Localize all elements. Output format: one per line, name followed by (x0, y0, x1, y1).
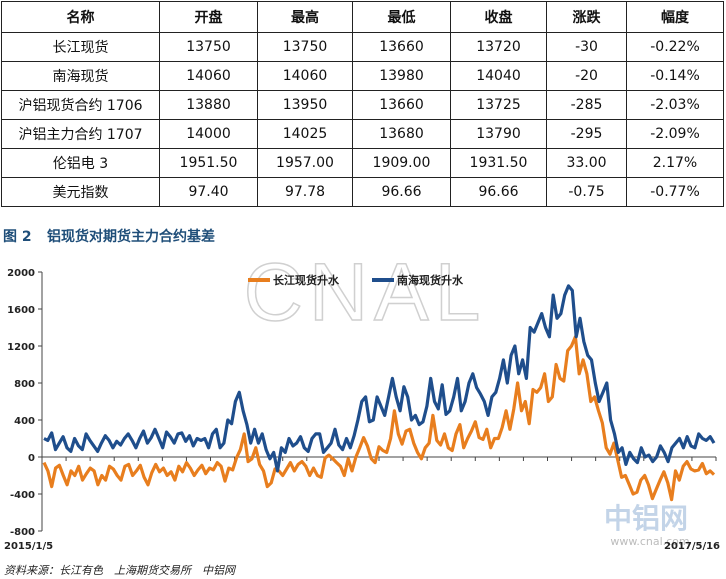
header-cell: 幅度 (626, 1, 724, 33)
series-line-nanhai (43, 284, 716, 473)
watermark-logo: 中铝网 (604, 502, 688, 535)
table-cell: 13950 (257, 90, 353, 120)
table-header-row: 名称 开盘 最高 最低 收盘 涨跌 幅度 (1, 1, 724, 33)
table-cell: 97.40 (159, 177, 258, 207)
table-cell: -295 (546, 119, 627, 149)
header-cell: 最高 (257, 1, 353, 33)
table-row: 伦铝电 3 1951.50 1957.00 1909.00 1931.50 33… (1, 148, 724, 178)
table-cell: -0.77% (626, 177, 724, 207)
chart-legend: 长江现货升水 南海现货升水 (248, 273, 464, 287)
table-cell: 2.17% (626, 148, 724, 178)
table-cell: 97.78 (257, 177, 353, 207)
y-tick-label: 2000 (7, 268, 35, 279)
table-cell: 长江现货 (1, 32, 160, 62)
basis-line-chart: CNAL 2000 1600 1200 800 400 0 -400 -800 长江现货升水 … (4, 256, 720, 552)
table-cell: 1951.50 (159, 148, 258, 178)
watermark-text: CNAL (244, 256, 487, 338)
table-cell: 1909.00 (352, 148, 451, 178)
table-cell: -285 (546, 90, 627, 120)
header-cell: 开盘 (159, 1, 258, 33)
table-cell: 14000 (159, 119, 258, 149)
figure-number: 图 2 (3, 229, 32, 245)
source-note: 资料来源：长江有色 上海期货交易所 中铝网 (4, 562, 247, 578)
table-row: 南海现货 14060 14060 13980 14040 -20 -0.14% (1, 61, 724, 91)
y-tick-label: 1600 (7, 305, 35, 316)
table-cell: 南海现货 (1, 61, 160, 91)
y-tick-label: -400 (10, 490, 35, 501)
table-cell: 沪铝现货合约 1706 (1, 90, 160, 120)
chart-series (42, 284, 716, 502)
y-tick-label: 0 (28, 453, 35, 464)
table-cell: 1931.50 (450, 148, 547, 178)
table-cell: 13660 (352, 32, 451, 62)
table-row: 沪铝现货合约 1706 13880 13950 13660 13725 -285… (1, 90, 724, 120)
table-cell: 13750 (257, 32, 353, 62)
table-cell: 13980 (352, 61, 451, 91)
table-cell: 13790 (450, 119, 547, 149)
legend-label-nanhai: 南海现货升水 (397, 273, 464, 287)
table-cell: 14025 (257, 119, 353, 149)
source-text: 资料来源：长江有色 上海期货交易所 中铝网 (4, 564, 235, 577)
table-cell: 33.00 (546, 148, 627, 178)
legend-label-changjiang: 长江现货升水 (273, 273, 340, 287)
header-cell: 名称 (1, 1, 160, 33)
figure-title: 铝现货对期货主力合约基差 (47, 229, 215, 245)
table-cell: 14060 (257, 61, 353, 91)
y-tick-label: 1200 (7, 342, 35, 353)
table-cell: 美元指数 (1, 177, 160, 207)
table-cell: -30 (546, 32, 627, 62)
header-cell: 涨跌 (546, 1, 627, 33)
table-cell: 13680 (352, 119, 451, 149)
chart-axes: 2000 1600 1200 800 400 0 -400 -800 (7, 268, 717, 538)
table-cell: 13725 (450, 90, 547, 120)
quotes-table: 名称 开盘 最高 最低 收盘 涨跌 幅度 长江现货 13750 13750 13… (1, 1, 724, 207)
table-cell: 13660 (352, 90, 451, 120)
table-cell: 14060 (159, 61, 258, 91)
figure-caption: 图 2 铝现货对期货主力合约基差 (3, 226, 215, 246)
table-cell: 13750 (159, 32, 258, 62)
table-row: 沪铝主力合约 1707 14000 14025 13680 13790 -295… (1, 119, 724, 149)
header-cell: 最低 (352, 1, 451, 33)
table-cell: -20 (546, 61, 627, 91)
table-cell: 96.66 (450, 177, 547, 207)
x-start-label: 2015/1/5 (4, 541, 53, 552)
x-end-label: 2017/5/16 (664, 541, 720, 552)
table-cell: -0.14% (626, 61, 724, 91)
table-cell: -0.22% (626, 32, 724, 62)
table-row: 美元指数 97.40 97.78 96.66 96.66 -0.75 -0.77… (1, 177, 724, 207)
y-tick-label: 400 (14, 416, 35, 427)
table-cell: -2.03% (626, 90, 724, 120)
header-cell: 收盘 (450, 1, 547, 33)
table-cell: 14040 (450, 61, 547, 91)
table-cell: 伦铝电 3 (1, 148, 160, 178)
y-tick-label: 800 (14, 379, 35, 390)
watermark-url: www.cnal.com (610, 535, 689, 548)
table-cell: -2.09% (626, 119, 724, 149)
table-cell: -0.75 (546, 177, 627, 207)
table-cell: 13720 (450, 32, 547, 62)
series-line-changjiang (42, 335, 716, 502)
table-cell: 96.66 (352, 177, 451, 207)
table-cell: 沪铝主力合约 1707 (1, 119, 160, 149)
table-cell: 1957.00 (257, 148, 353, 178)
table-cell: 13880 (159, 90, 258, 120)
y-tick-label: -800 (10, 527, 35, 538)
table-row: 长江现货 13750 13750 13660 13720 -30 -0.22% (1, 32, 724, 62)
